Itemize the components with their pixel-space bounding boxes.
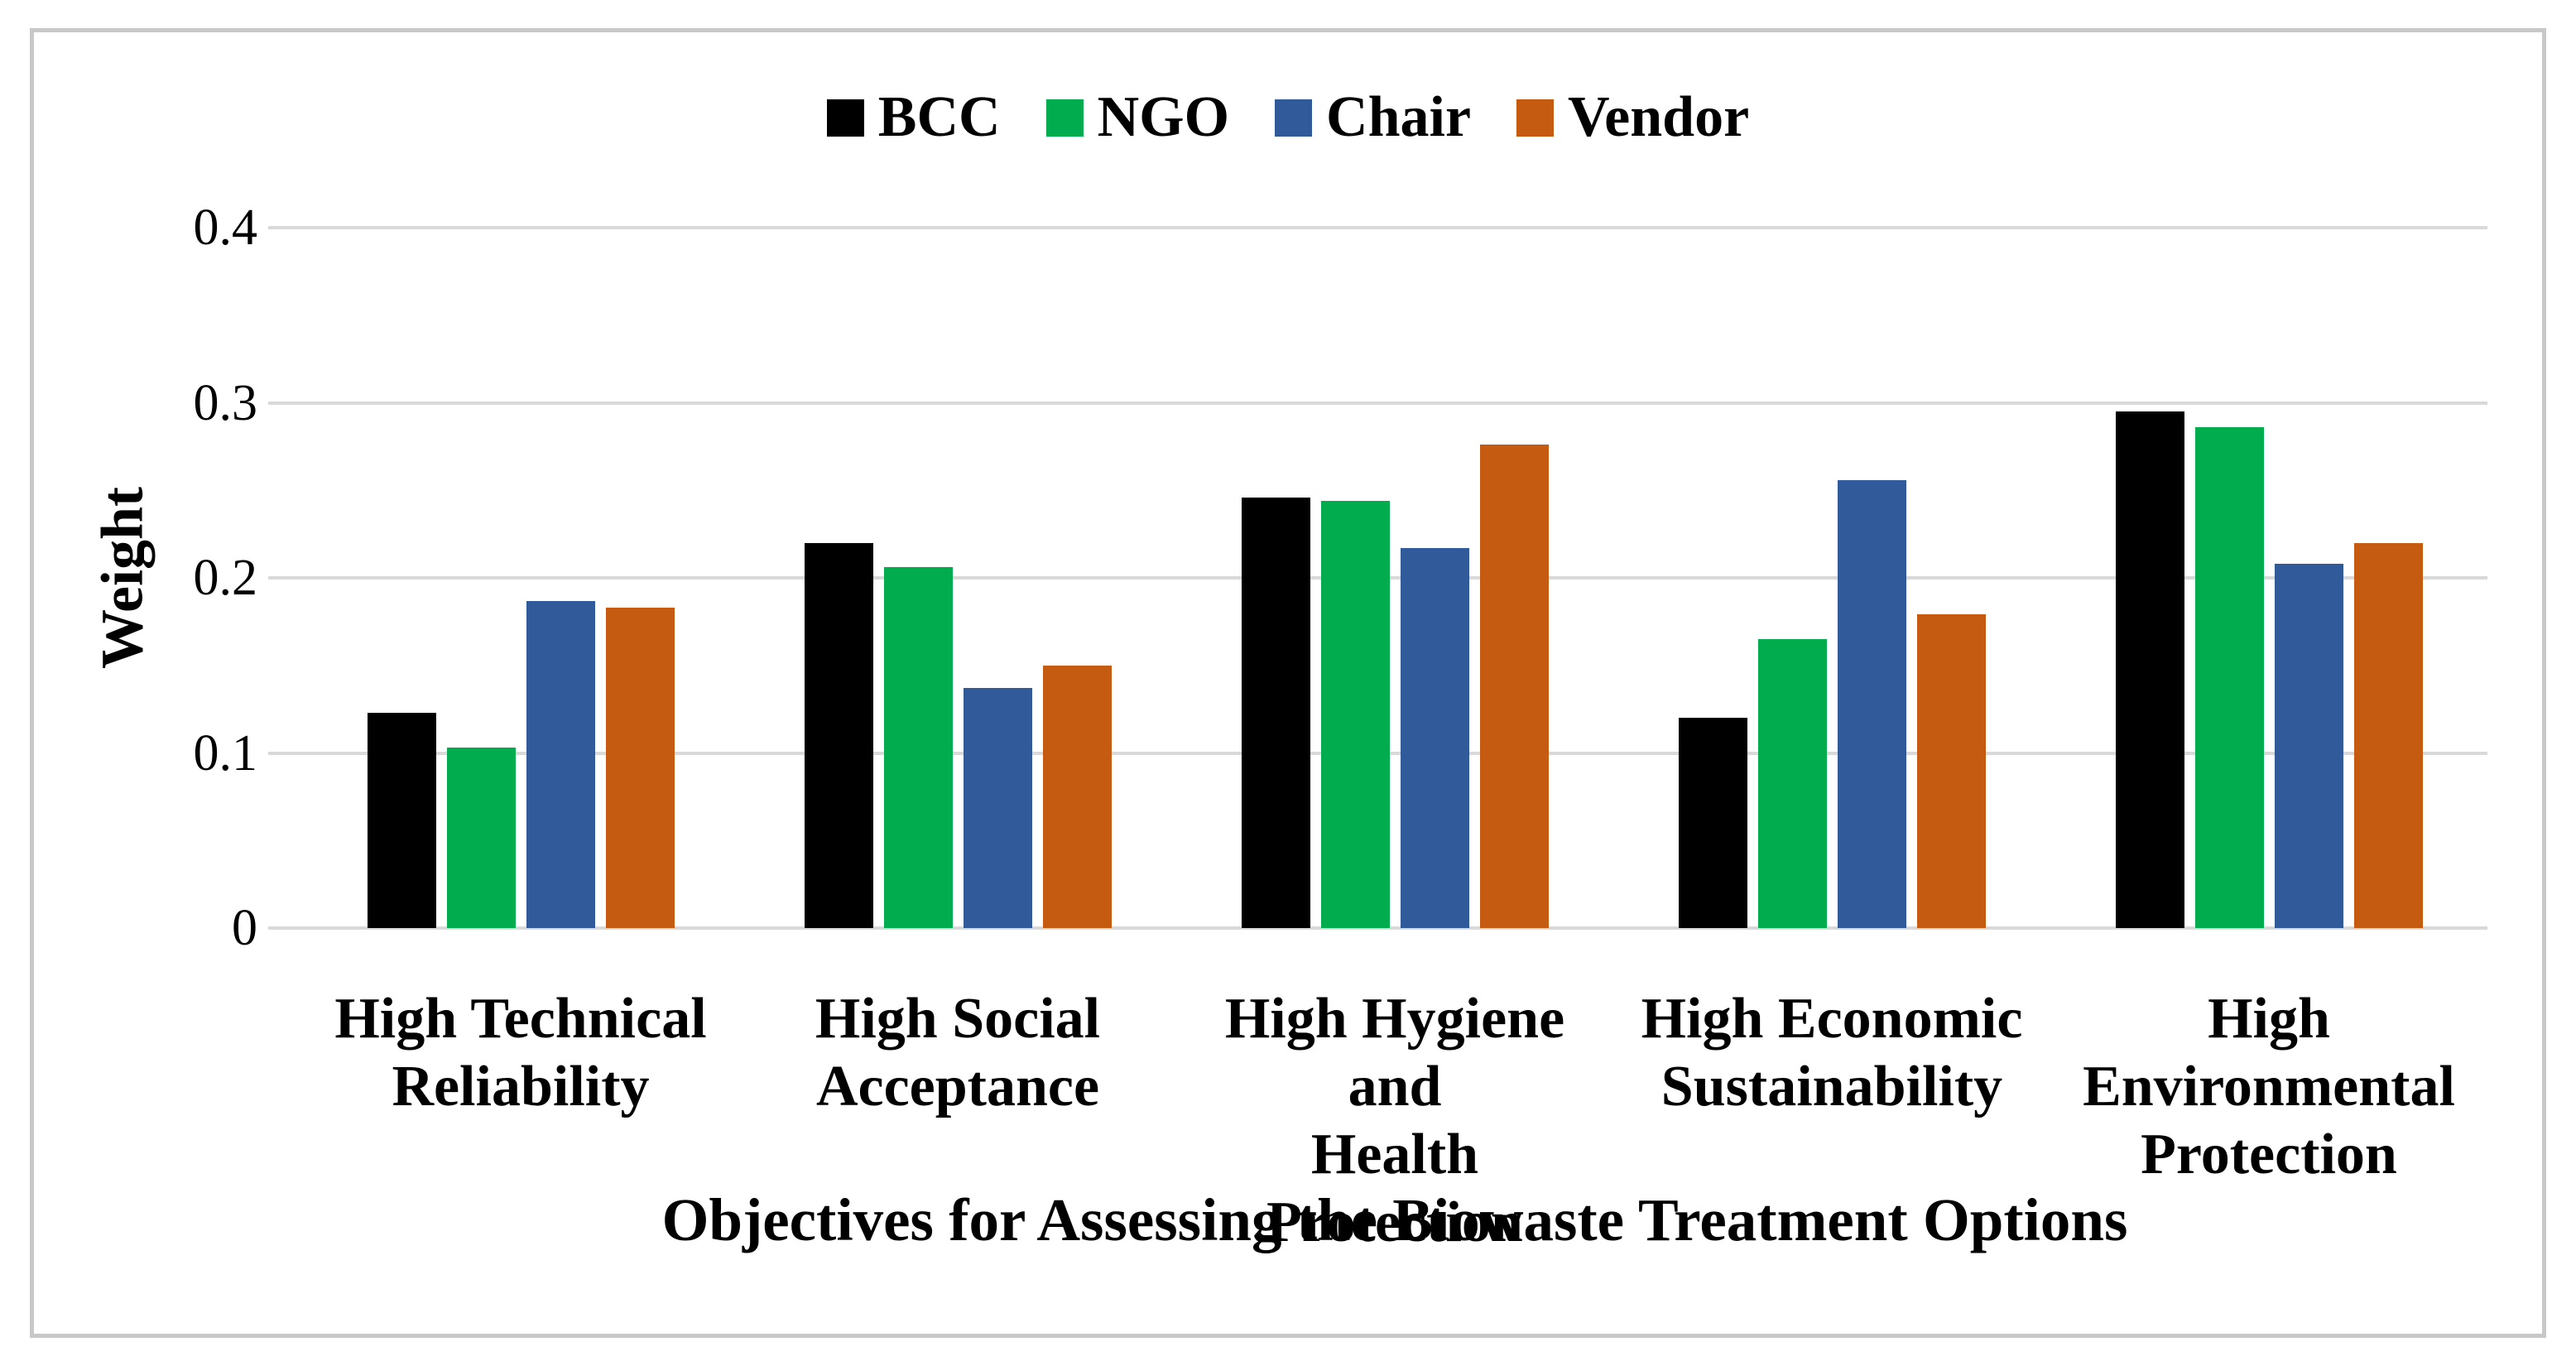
bar-group [302, 228, 739, 928]
legend-item-ngo: NGO [1045, 85, 1230, 149]
legend-item-bcc: BCC [826, 85, 1001, 149]
y-axis-tick [268, 926, 302, 930]
bar-bcc [2115, 411, 2184, 928]
gridline [302, 226, 2487, 229]
legend-swatch-icon [826, 99, 864, 137]
legend-label: Vendor [1568, 85, 1750, 149]
x-category-label: High Technical Reliability [334, 987, 707, 1118]
legend-swatch-icon [1045, 99, 1084, 137]
bar-vendor [1916, 614, 1986, 928]
bar-group [739, 228, 1176, 928]
legend-item-vendor: Vendor [1516, 89, 1749, 147]
figure-frame: BCC NGO Chair Vendor Weight 0 0.1 0.2 0.3 0.4 H… [30, 28, 2546, 1338]
bar-bcc [804, 542, 873, 928]
legend-swatch-icon [1275, 99, 1313, 137]
gridline [302, 576, 2487, 580]
legend-label: Chair [1326, 85, 1472, 149]
bar-vendor [1479, 445, 1549, 928]
x-axis-title: Objectives for Assessing the Biowaste Tr… [661, 1186, 2128, 1253]
bar-chair [963, 688, 1032, 928]
legend-label: NGO [1097, 85, 1230, 149]
y-axis-tick [268, 576, 302, 580]
y-axis-tick [268, 751, 302, 755]
bar-chair [1400, 548, 1469, 928]
bar-vendor [605, 607, 675, 928]
gridline [302, 401, 2487, 405]
bar-vendor [2353, 542, 2423, 928]
bar-bcc [367, 712, 436, 928]
y-axis-tick [268, 401, 302, 405]
x-category-labels: High Technical Reliability High Social Ac… [302, 985, 2487, 1257]
legend-item-chair: Chair [1275, 89, 1471, 147]
x-category-label: High Social Acceptance [815, 987, 1101, 1118]
x-category-label: High Economic Sustainability [1641, 987, 2023, 1118]
bar-chair [526, 600, 595, 928]
gridline [302, 926, 2487, 930]
bar-groups [302, 228, 2487, 928]
gridline [302, 751, 2487, 755]
bar-group [1613, 228, 2050, 928]
bar-ngo [1757, 639, 1827, 928]
bar-ngo [446, 748, 516, 928]
y-tick-label: 0.2 [193, 550, 258, 606]
legend-label: BCC [877, 85, 1001, 149]
bar-group [1176, 228, 1613, 928]
legend: BCC NGO Chair Vendor [34, 89, 2542, 147]
y-axis-tick [268, 226, 302, 229]
bar-group [2050, 228, 2487, 928]
bar-ngo [2194, 427, 2264, 928]
x-category-label: High Hygiene and Health Protection [1224, 987, 1565, 1254]
y-tick-label: 0.4 [193, 200, 258, 256]
y-tick-label: 0 [232, 900, 257, 956]
bar-chair [2274, 564, 2343, 928]
legend-swatch-icon [1516, 99, 1555, 137]
x-category-label: High Environmental Protection [2083, 987, 2455, 1186]
y-tick-label: 0.3 [193, 374, 258, 431]
bar-ngo [883, 567, 953, 928]
bar-vendor [1042, 665, 1112, 928]
y-tick-label: 0.1 [193, 724, 258, 782]
plot-area [268, 226, 2487, 930]
bar-chair [1837, 479, 1906, 928]
bar-bcc [1678, 718, 1747, 928]
bar-ngo [1320, 500, 1390, 928]
bar-bcc [1241, 497, 1310, 928]
y-tick-labels: 0 0.1 0.2 0.3 0.4 [34, 202, 258, 954]
